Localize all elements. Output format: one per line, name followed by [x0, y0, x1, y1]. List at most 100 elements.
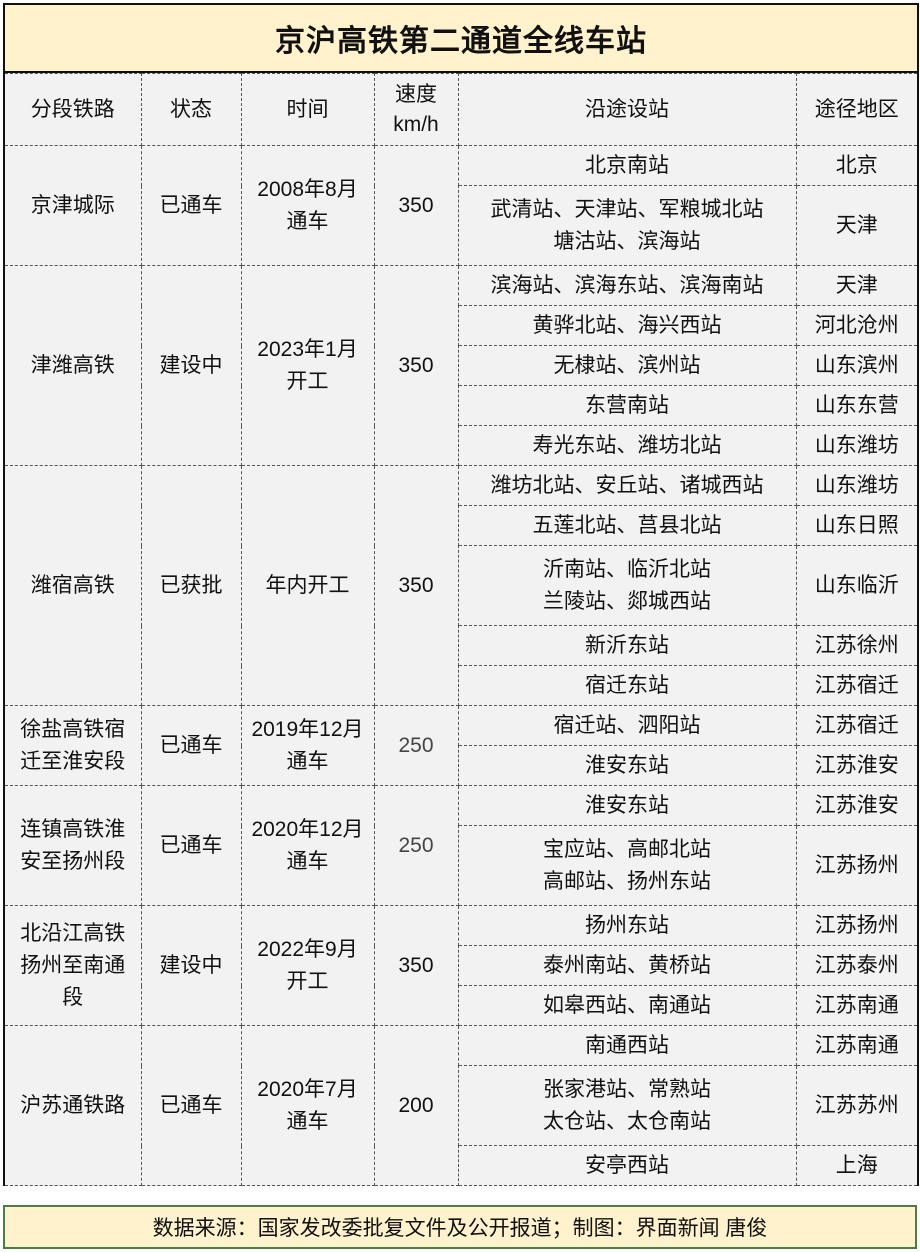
stations-cell: 潍坊北站、安丘站、诸城西站 [457, 465, 797, 506]
stations-cell: 如皋西站、南通站 [458, 985, 797, 1026]
region-cell: 山东东营 [795, 385, 917, 426]
line-name-cell: 徐盐高铁宿 迁至淮安段 [5, 705, 142, 786]
status-cell: 建设中 [140, 905, 242, 1026]
region-cell: 江苏南通 [795, 1025, 917, 1066]
table-row: 徐盐高铁宿 迁至淮安段 已通车 2019年12月 通车 250 宿迁站、泗阳站 江苏宿迁 [5, 705, 917, 786]
page-title: 京沪高铁第二通道全线车站 [5, 5, 917, 73]
stations-cell: 淮安东站 [457, 785, 797, 826]
header-region: 途径地区 [795, 73, 917, 146]
table-row: 潍宿高铁 已获批 年内开工 350 潍坊北站、安丘站、诸城西站 山东潍坊 [5, 465, 917, 706]
stations-cell: 泰州南站、黄桥站 [458, 945, 797, 986]
stations-cell: 扬州东站 [457, 905, 797, 946]
region-cell: 天津 [795, 185, 917, 266]
station-table: 分段铁路 状态 时间 速度 km/h 沿途设站 途径地区 京津城际 已通车 2008年8月 通车 3… [5, 73, 917, 1186]
region-cell: 江苏苏州 [795, 1065, 917, 1146]
time-cell: 2019年12月 通车 [240, 705, 375, 786]
region-cell: 江苏徐州 [795, 625, 917, 666]
header-time: 时间 [240, 73, 375, 146]
region-cell: 北京 [795, 145, 917, 186]
stations-cell: 淮安东站 [458, 745, 797, 786]
table-row: 安亭西站 上海 [5, 1145, 917, 1186]
stations-cell: 黄骅北站、海兴西站 [458, 305, 797, 346]
table-row: 宝应站、高邮北站 高邮站、扬州东站 江苏扬州 [5, 825, 917, 906]
region-cell: 江苏南通 [795, 985, 917, 1026]
time-cell: 2023年1月 开工 [240, 265, 375, 466]
time-cell: 2022年9月 开工 [240, 905, 375, 1026]
speed-cell: 250 [373, 785, 459, 906]
header-status: 状态 [140, 73, 242, 146]
table-row: 淮安东站 江苏淮安 [5, 745, 917, 786]
station-table-container: 京沪高铁第二通道全线车站 分段铁路 状态 时间 速度 km/h 沿途设站 途径地区 京津城际… [3, 3, 919, 1186]
table-row: 连镇高铁淮 安至扬州段 已通车 2020年12月 通车 250 淮安东站 江苏淮安 [5, 785, 917, 906]
table-row: 五莲北站、莒县北站 山东日照 [5, 505, 917, 546]
region-cell: 江苏扬州 [795, 905, 917, 946]
status-cell: 已通车 [140, 1025, 242, 1186]
stations-cell: 安亭西站 [458, 1145, 797, 1186]
table-row: 沪苏通铁路 已通车 2020年7月 通车 200 南通西站 江苏南通 [5, 1025, 917, 1186]
stations-cell: 宿迁站、泗阳站 [457, 705, 797, 746]
time-cell: 年内开工 [240, 465, 375, 706]
status-cell: 已通车 [140, 145, 242, 266]
stations-cell: 宿迁东站 [458, 665, 797, 706]
table-row: 沂南站、临沂北站 兰陵站、郯城西站 山东临沂 [5, 545, 917, 626]
stations-cell: 南通西站 [457, 1025, 797, 1066]
time-cell: 2020年12月 通车 [240, 785, 375, 906]
table-row: 泰州南站、黄桥站 江苏泰州 [5, 945, 917, 986]
table-row: 武清站、天津站、军粮城北站 塘沽站、滨海站 天津 [5, 185, 917, 266]
line-name-cell: 京津城际 [5, 145, 142, 266]
time-cell: 2020年7月 通车 [240, 1025, 375, 1186]
region-cell: 山东潍坊 [795, 425, 917, 466]
region-cell: 天津 [795, 265, 917, 306]
stations-cell: 五莲北站、莒县北站 [458, 505, 797, 546]
table-row: 东营南站 山东东营 [5, 385, 917, 426]
header-line: 分段铁路 [5, 73, 142, 146]
line-name-cell: 沪苏通铁路 [5, 1025, 142, 1186]
region-cell: 江苏淮安 [795, 785, 917, 826]
stations-cell: 北京南站 [457, 145, 797, 186]
region-cell: 江苏宿迁 [795, 665, 917, 706]
source-footer: 数据来源：国家发改委批复文件及公开报道；制图：界面新闻 唐俊 [3, 1205, 917, 1249]
region-cell: 山东临沂 [795, 545, 917, 626]
stations-cell: 无棣站、滨州站 [458, 345, 797, 386]
region-cell: 河北沧州 [795, 305, 917, 346]
speed-cell: 350 [373, 465, 459, 706]
status-cell: 建设中 [140, 265, 242, 466]
region-cell: 江苏淮安 [795, 745, 917, 786]
speed-cell: 350 [373, 145, 459, 266]
speed-cell: 350 [373, 905, 459, 1026]
region-cell: 上海 [795, 1145, 917, 1186]
line-name-cell: 北沿江高铁 扬州至南通段 [5, 905, 142, 1026]
table-row: 无棣站、滨州站 山东滨州 [5, 345, 917, 386]
region-cell: 山东潍坊 [795, 465, 917, 506]
stations-cell: 东营南站 [458, 385, 797, 426]
status-cell: 已通车 [140, 785, 242, 906]
time-cell: 2008年8月 通车 [240, 145, 375, 266]
header-stations: 沿途设站 [457, 73, 797, 146]
stations-cell: 沂南站、临沂北站 兰陵站、郯城西站 [458, 545, 797, 626]
status-cell: 已通车 [140, 705, 242, 786]
speed-cell: 200 [373, 1025, 459, 1186]
region-cell: 江苏宿迁 [795, 705, 917, 746]
header-speed: 速度 km/h [373, 73, 459, 146]
stations-cell: 新沂东站 [458, 625, 797, 666]
status-cell: 已获批 [140, 465, 242, 706]
header-row: 分段铁路 状态 时间 速度 km/h 沿途设站 途径地区 [5, 73, 917, 146]
table-row: 京津城际 已通车 2008年8月 通车 350 北京南站 北京 [5, 145, 917, 266]
region-cell: 山东日照 [795, 505, 917, 546]
table-row: 寿光东站、潍坊北站 山东潍坊 [5, 425, 917, 466]
stations-cell: 张家港站、常熟站 太仓站、太仓南站 [458, 1065, 797, 1146]
table-row: 津潍高铁 建设中 2023年1月 开工 350 滨海站、滨海东站、滨海南站 天津 [5, 265, 917, 466]
table-row: 张家港站、常熟站 太仓站、太仓南站 江苏苏州 [5, 1065, 917, 1146]
region-cell: 江苏扬州 [795, 825, 917, 906]
speed-cell: 350 [373, 265, 459, 466]
stations-cell: 宝应站、高邮北站 高邮站、扬州东站 [458, 825, 797, 906]
stations-cell: 武清站、天津站、军粮城北站 塘沽站、滨海站 [458, 185, 797, 266]
line-name-cell: 潍宿高铁 [5, 465, 142, 706]
stations-cell: 寿光东站、潍坊北站 [458, 425, 797, 466]
region-cell: 江苏泰州 [795, 945, 917, 986]
stations-cell: 滨海站、滨海东站、滨海南站 [457, 265, 797, 306]
table-row: 北沿江高铁 扬州至南通段建设中 2022年9月 开工 350 扬州东站 江苏扬州 [5, 905, 917, 1026]
line-name-cell: 津潍高铁 [5, 265, 142, 466]
region-cell: 山东滨州 [795, 345, 917, 386]
line-name-cell: 连镇高铁淮 安至扬州段 [5, 785, 142, 906]
